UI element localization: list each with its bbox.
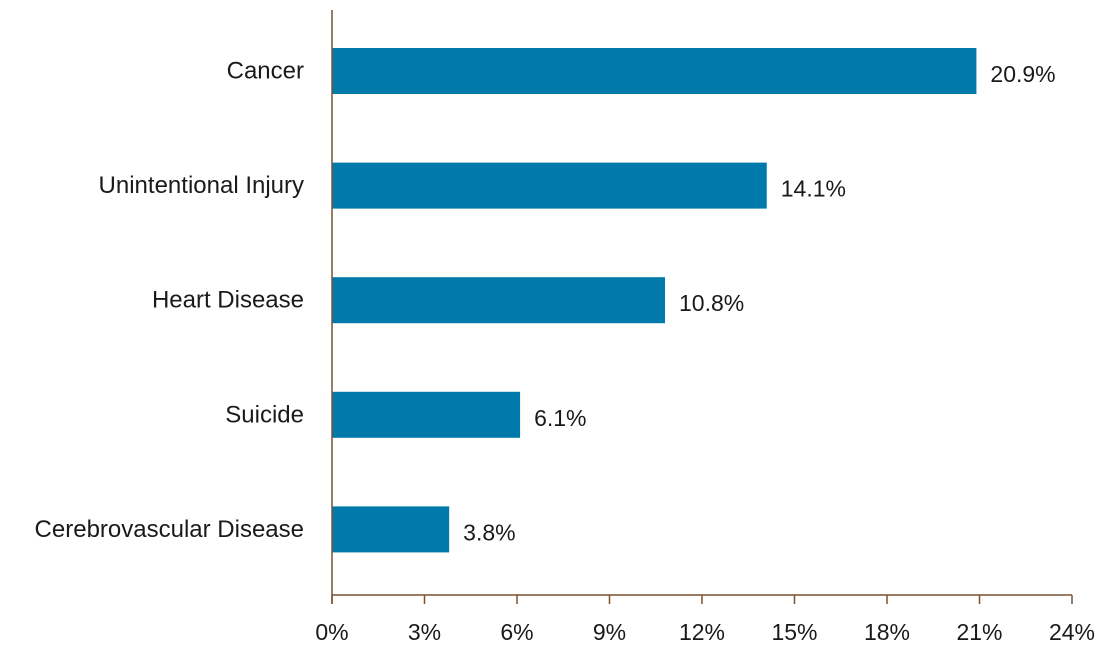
value-label-unintentional-injury: 14.1% — [781, 176, 846, 202]
value-labels-layer: 20.9% 14.1% 10.8% 6.1% 3.8% — [463, 61, 1055, 545]
category-label-unintentional-injury: Unintentional Injury — [99, 172, 304, 199]
value-label-heart-disease: 10.8% — [679, 290, 744, 316]
x-tick-label-12: 12% — [679, 619, 725, 645]
x-tick-label-15: 15% — [771, 619, 817, 645]
x-tick-label-21: 21% — [956, 619, 1002, 645]
x-tick-label-6: 6% — [500, 619, 533, 645]
category-label-suicide: Suicide — [225, 401, 304, 428]
bars-layer — [332, 48, 977, 553]
bar-cancer — [332, 48, 977, 94]
x-tick-label-0: 0% — [315, 619, 348, 645]
x-tick-label-24: 24% — [1049, 619, 1095, 645]
x-tick-label-18: 18% — [864, 619, 910, 645]
bar-unintentional-injury — [332, 162, 767, 209]
category-label-cerebrovascular-disease: Cerebrovascular Disease — [35, 516, 304, 543]
bar-heart-disease — [332, 277, 665, 324]
category-labels-layer: Cancer Unintentional Injury Heart Disease S… — [35, 58, 304, 543]
category-label-cancer: Cancer — [227, 58, 304, 85]
x-tick-label-9: 9% — [593, 619, 626, 645]
value-label-cancer: 20.9% — [990, 61, 1055, 87]
value-label-cerebrovascular-disease: 3.8% — [463, 519, 515, 545]
x-ticks-layer: 0% 3% 6% 9% 12% 15% 18% 21% 24% — [315, 595, 1095, 645]
bar-suicide — [332, 391, 521, 438]
category-label-heart-disease: Heart Disease — [152, 287, 304, 314]
bar-cerebrovascular-disease — [332, 506, 450, 553]
x-tick-label-3: 3% — [408, 619, 441, 645]
value-label-suicide: 6.1% — [534, 405, 586, 431]
